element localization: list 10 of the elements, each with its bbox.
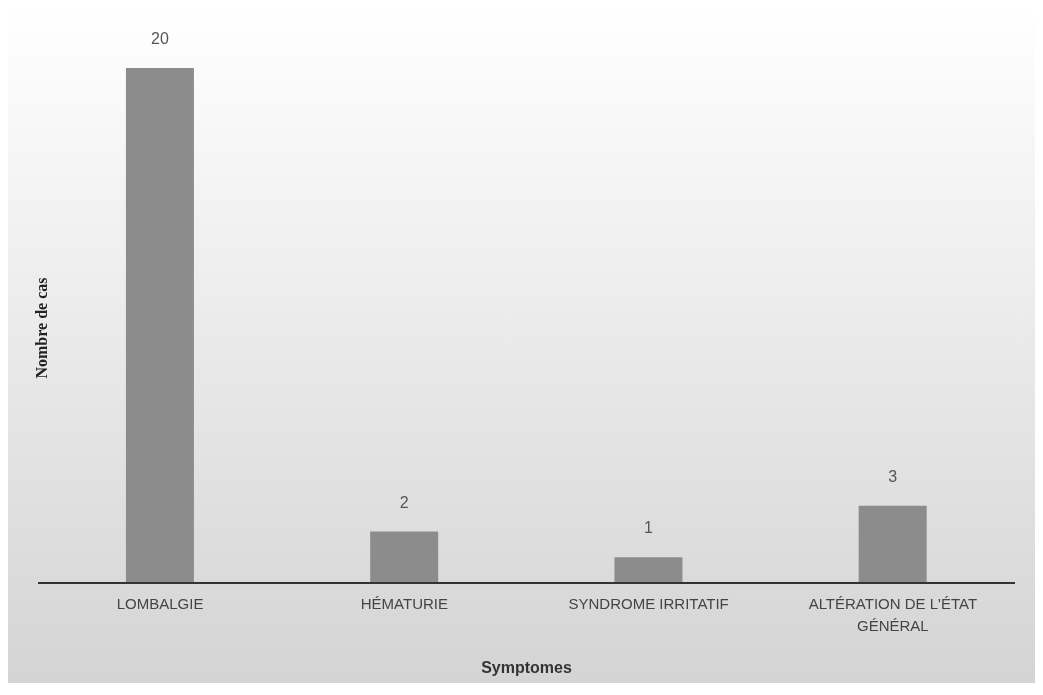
- data-label: 2: [399, 493, 409, 511]
- data-label: 1: [643, 519, 653, 537]
- x-tick-label: HÉMATURIE: [360, 595, 448, 612]
- x-axis-title: Symptomes: [481, 659, 572, 676]
- data-label: 3: [888, 467, 898, 485]
- data-label: 20: [151, 30, 169, 47]
- x-tick-label: LOMBALGIE: [116, 595, 204, 612]
- x-tick-label: ALTÉRATION DE L'ÉTAT GÉNÉRAL: [808, 595, 978, 634]
- y-axis-title: Nombre de cas: [33, 277, 51, 379]
- x-tick-label: SYNDROME IRRITATIF: [568, 595, 729, 612]
